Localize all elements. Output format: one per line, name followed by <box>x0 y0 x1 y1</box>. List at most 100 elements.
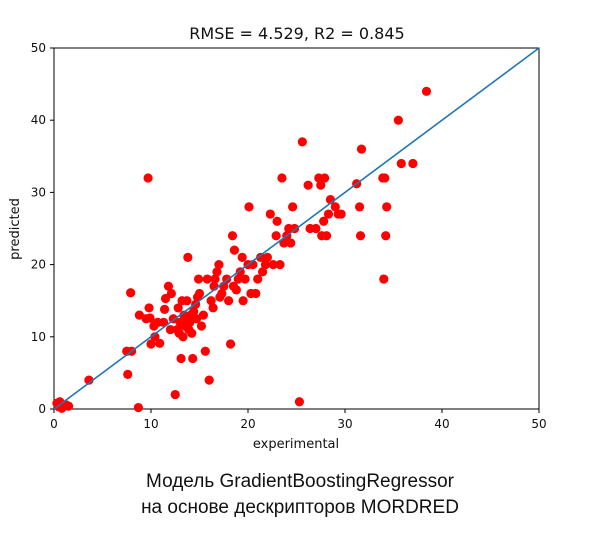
scatter-chart: RMSE = 4.529, R2 = 0.845 0 10 20 30 40 50 0 10… <box>8 24 547 452</box>
data-point <box>194 288 205 299</box>
data-point <box>319 216 329 226</box>
data-point <box>185 317 195 327</box>
data-point <box>251 288 261 299</box>
x-tick-label: 0 <box>50 417 58 431</box>
data-point <box>268 260 278 270</box>
data-point <box>297 137 307 147</box>
data-point <box>288 202 298 212</box>
caption-line-2: на основе дескрипторов MORDRED <box>141 497 459 518</box>
data-point <box>150 332 160 342</box>
data-point <box>134 310 144 320</box>
y-tick-label: 0 <box>38 402 46 416</box>
data-point <box>279 238 289 248</box>
data-point <box>277 173 287 183</box>
data-point <box>178 332 188 342</box>
data-point <box>237 252 247 262</box>
data-point <box>196 321 207 331</box>
data-point <box>380 173 390 183</box>
data-point <box>272 216 282 226</box>
reference-line <box>53 47 540 410</box>
y-axis-label: predicted <box>8 198 23 260</box>
data-point <box>217 288 227 299</box>
data-point <box>163 281 174 291</box>
data-point <box>146 339 156 349</box>
data-point <box>421 86 432 96</box>
data-point <box>176 353 186 364</box>
data-point <box>256 252 266 262</box>
y-axis: 0 10 20 30 40 50 <box>31 41 54 416</box>
data-point <box>145 313 155 323</box>
x-tick-label: 40 <box>434 417 449 431</box>
data-point <box>182 296 192 306</box>
data-point <box>316 180 326 190</box>
data-point <box>206 296 216 306</box>
data-point <box>159 304 170 314</box>
data-point <box>227 231 238 241</box>
data-point <box>166 288 176 299</box>
data-point <box>311 223 321 234</box>
data-point <box>381 231 391 241</box>
data-point <box>188 353 198 364</box>
data-point <box>159 317 169 327</box>
caption-line-1: Модель GradientBoostingRegressor <box>146 471 454 492</box>
data-point <box>200 346 210 356</box>
data-points <box>52 86 432 413</box>
data-point <box>408 158 418 169</box>
data-point <box>271 231 281 241</box>
data-point <box>126 288 136 298</box>
plot-frame <box>53 47 540 410</box>
data-point <box>225 339 236 349</box>
data-point <box>208 303 218 313</box>
data-point <box>191 314 202 324</box>
data-point <box>229 245 240 255</box>
data-point <box>63 401 74 411</box>
data-point <box>354 202 365 212</box>
data-point <box>144 303 154 313</box>
data-point <box>355 231 366 241</box>
data-point <box>55 397 65 407</box>
data-point <box>253 274 263 284</box>
y-tick-label: 40 <box>31 113 46 127</box>
data-point <box>262 252 272 262</box>
data-point <box>183 252 193 262</box>
data-point <box>356 144 367 154</box>
data-point <box>238 296 248 306</box>
data-point <box>286 238 296 248</box>
data-point <box>214 260 224 270</box>
x-tick-label: 50 <box>531 417 546 431</box>
data-point <box>204 375 214 385</box>
x-tick-label: 20 <box>240 417 255 431</box>
x-tick-label: 30 <box>337 417 352 431</box>
data-point <box>233 274 243 284</box>
data-point <box>133 402 143 413</box>
data-point <box>330 202 340 212</box>
data-point <box>170 389 180 400</box>
data-point <box>143 173 153 183</box>
data-point <box>187 328 197 338</box>
data-point <box>224 296 234 306</box>
data-point <box>123 369 133 379</box>
y-tick-label: 10 <box>31 330 46 344</box>
data-point <box>393 115 403 125</box>
data-point <box>275 260 285 270</box>
data-point <box>198 310 208 320</box>
data-point <box>260 260 271 270</box>
y-tick-label: 30 <box>31 185 46 199</box>
data-point <box>336 209 346 219</box>
data-point <box>321 231 332 241</box>
y-tick-label: 20 <box>31 258 46 272</box>
x-axis-label: experimental <box>253 437 339 452</box>
x-axis: 0 10 20 30 40 50 <box>50 409 547 431</box>
chart-title: RMSE = 4.529, R2 = 0.845 <box>189 24 404 43</box>
data-point <box>294 397 305 407</box>
data-point <box>244 202 254 212</box>
data-point <box>257 267 268 277</box>
data-point <box>84 375 94 385</box>
data-point <box>193 274 204 284</box>
data-point <box>189 306 199 317</box>
data-point <box>265 209 275 219</box>
data-point <box>212 267 222 277</box>
data-point <box>173 303 183 313</box>
y-tick-label: 50 <box>31 41 46 55</box>
data-point <box>396 158 406 169</box>
